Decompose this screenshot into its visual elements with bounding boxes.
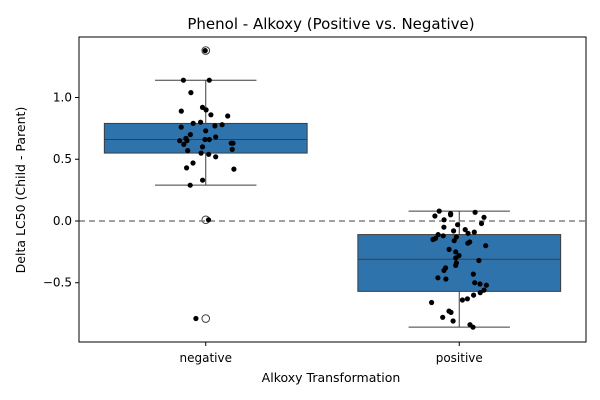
data-point bbox=[202, 136, 208, 143]
data-point bbox=[200, 177, 206, 183]
data-point bbox=[199, 144, 206, 150]
data-point bbox=[441, 224, 447, 230]
data-point bbox=[481, 214, 487, 220]
data-point bbox=[483, 282, 489, 288]
data-point bbox=[441, 217, 447, 223]
data-point bbox=[190, 120, 196, 126]
data-point bbox=[446, 246, 452, 252]
plot-area bbox=[79, 46, 586, 330]
data-point bbox=[203, 107, 209, 113]
data-point bbox=[229, 146, 235, 152]
data-point bbox=[455, 222, 461, 228]
box-iqr bbox=[357, 234, 562, 292]
data-point bbox=[208, 112, 214, 118]
y-tick-label: 0.5 bbox=[53, 152, 72, 166]
data-point bbox=[471, 229, 477, 235]
data-point bbox=[188, 90, 194, 96]
data-point bbox=[464, 296, 470, 302]
box-positive bbox=[357, 210, 562, 328]
data-point bbox=[190, 160, 196, 166]
data-point bbox=[225, 113, 231, 119]
data-point bbox=[448, 212, 454, 218]
data-point bbox=[193, 315, 199, 322]
data-point bbox=[472, 209, 478, 215]
plot-frame bbox=[78, 36, 587, 343]
points-positive bbox=[429, 208, 489, 330]
data-point bbox=[483, 243, 489, 249]
data-point bbox=[453, 262, 459, 268]
points-negative bbox=[177, 48, 237, 322]
chart-title: Phenol - Alkoxy (Positive vs. Negative) bbox=[187, 15, 474, 33]
data-point bbox=[187, 132, 193, 138]
data-point bbox=[448, 309, 454, 315]
data-point bbox=[203, 128, 209, 134]
data-point bbox=[435, 232, 441, 238]
x-axis-label: Alkoxy Transformation bbox=[262, 370, 401, 385]
data-point bbox=[219, 122, 225, 128]
data-point bbox=[202, 48, 208, 54]
data-point bbox=[212, 123, 218, 129]
data-point bbox=[213, 154, 219, 160]
data-point bbox=[230, 140, 236, 146]
data-point bbox=[430, 236, 436, 243]
data-point bbox=[453, 249, 459, 255]
outlier-marker bbox=[201, 46, 211, 55]
data-point bbox=[178, 124, 184, 130]
data-point bbox=[187, 182, 193, 188]
data-point bbox=[432, 213, 438, 219]
data-point bbox=[465, 240, 471, 246]
outlier-marker bbox=[201, 314, 211, 323]
data-point bbox=[440, 233, 446, 239]
x-axis: negative positive bbox=[180, 342, 483, 365]
data-point bbox=[477, 290, 483, 296]
data-point bbox=[184, 165, 190, 171]
data-point bbox=[440, 314, 446, 320]
data-point bbox=[476, 257, 482, 264]
data-point bbox=[178, 108, 184, 114]
data-point bbox=[231, 166, 237, 172]
data-point bbox=[451, 238, 457, 244]
data-point bbox=[481, 287, 487, 293]
box-negative bbox=[103, 46, 308, 323]
data-point bbox=[184, 138, 190, 144]
y-axis-label: Delta LC50 (Child - Parent) bbox=[13, 107, 28, 274]
data-point bbox=[465, 230, 471, 236]
data-point bbox=[450, 318, 456, 324]
data-point bbox=[180, 77, 186, 83]
y-axis: −0.5 0.0 0.5 1.0 bbox=[43, 91, 79, 290]
data-point bbox=[429, 299, 435, 306]
y-tick-label: 1.0 bbox=[53, 91, 72, 105]
data-point bbox=[181, 141, 187, 147]
data-point bbox=[453, 255, 459, 261]
data-point bbox=[177, 138, 183, 144]
data-point bbox=[206, 77, 212, 83]
data-point bbox=[206, 151, 212, 157]
data-point bbox=[470, 271, 476, 277]
data-point bbox=[459, 297, 465, 303]
data-point bbox=[435, 275, 441, 281]
data-point bbox=[185, 148, 191, 154]
data-point bbox=[441, 267, 447, 273]
data-point bbox=[436, 208, 442, 214]
data-point bbox=[198, 119, 204, 125]
data-point bbox=[462, 227, 468, 233]
data-point bbox=[451, 228, 457, 234]
data-point bbox=[443, 276, 449, 282]
data-point bbox=[205, 217, 212, 223]
y-tick-label: −0.5 bbox=[43, 276, 72, 290]
y-tick-label: 0.0 bbox=[53, 214, 72, 228]
data-point bbox=[471, 292, 477, 298]
data-point bbox=[478, 220, 485, 227]
data-point bbox=[470, 324, 476, 330]
x-tick-label: negative bbox=[180, 351, 232, 365]
data-point bbox=[213, 134, 219, 140]
data-point bbox=[477, 281, 483, 287]
x-tick-label: positive bbox=[436, 351, 483, 365]
data-point bbox=[198, 150, 204, 156]
data-point bbox=[472, 280, 478, 286]
data-point bbox=[206, 136, 212, 143]
